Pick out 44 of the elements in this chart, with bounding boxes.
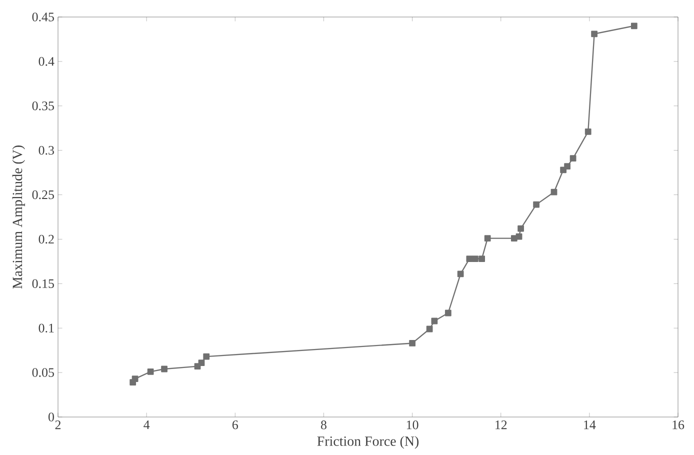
point <box>431 318 438 324</box>
y-tick-label: 0.25 <box>32 190 54 200</box>
y-axis-title: Maximum Amplitude (V) <box>12 146 25 289</box>
point <box>203 353 210 360</box>
y-tick-label: 0.05 <box>32 368 54 377</box>
point <box>472 256 478 262</box>
point <box>478 256 486 262</box>
y-tick-label: 0.2 <box>38 234 54 244</box>
point <box>570 155 576 162</box>
point <box>132 376 138 382</box>
x-tick-label: 16 <box>672 420 684 430</box>
x-tick-label: 10 <box>406 420 418 430</box>
point <box>533 201 540 208</box>
point <box>516 233 522 240</box>
x-tick-label: 14 <box>584 420 596 430</box>
point <box>591 30 598 38</box>
point <box>198 360 205 366</box>
point <box>409 340 416 346</box>
y-tick-label: 0.4 <box>38 57 54 66</box>
point <box>147 368 154 375</box>
point <box>457 270 464 278</box>
point <box>466 256 473 262</box>
point <box>584 128 592 135</box>
y-tick-label: 0.15 <box>32 279 54 288</box>
point <box>564 163 570 170</box>
point <box>161 366 168 372</box>
point <box>630 22 638 30</box>
point <box>510 235 518 242</box>
x-tick-label: 8 <box>320 420 326 430</box>
y-tick-label: 0.35 <box>32 101 54 110</box>
x-tick-label: 4 <box>144 420 150 430</box>
point <box>426 326 433 332</box>
point <box>444 310 452 316</box>
point <box>484 235 491 242</box>
y-tick-label: 0 <box>48 412 54 422</box>
y-tick-label: 0.1 <box>38 324 54 333</box>
x-tick-label: 2 <box>55 420 61 430</box>
x-tick-label: 6 <box>232 420 238 430</box>
x-axis-title: Friction Force (N) <box>317 436 419 449</box>
y-tick-label: 0.45 <box>32 12 54 22</box>
point <box>550 188 558 196</box>
y-tick-label: 0.3 <box>38 146 54 155</box>
point <box>518 225 524 232</box>
x-tick-label: 12 <box>496 420 507 430</box>
